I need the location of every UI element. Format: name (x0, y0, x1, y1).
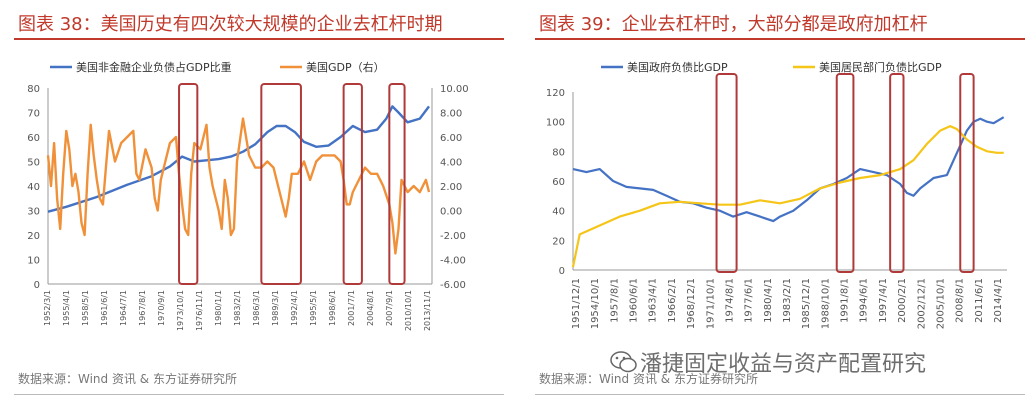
x-tick-label: 1958/5/1 (81, 290, 90, 326)
x-tick-label: 1967/8/1 (138, 290, 147, 326)
y-tick-label: 120 (546, 88, 565, 99)
x-tick-label: 1974/8/1 (724, 278, 735, 323)
x-tick-label: 1968/12/1 (686, 278, 697, 329)
x-tick-label: 1994/6/1 (859, 278, 870, 323)
right-y-tick-label: 0.00 (440, 207, 462, 218)
y-tick-label: 80 (552, 147, 565, 158)
x-tick-label: 2000/2/1 (897, 278, 908, 323)
series-line-household-debt (571, 125, 1004, 268)
left-y-tick-label: 30 (27, 207, 40, 218)
x-tick-label: 1961/6/1 (100, 290, 109, 326)
left-figure: 图表 38：美国历史有四次较大规模的企业去杠杆时期 0 10 20 30 40 50 60 7… (0, 0, 510, 409)
y-tick-label: 60 (552, 177, 565, 188)
left-y-tick-label: 70 (27, 109, 40, 120)
left-y-tick-label: 0 (34, 280, 40, 291)
x-tick-label: 1952/3/1 (43, 290, 52, 326)
highlight-box (342, 83, 363, 285)
right-source-note: 数据来源：Wind 资讯 & 东方证券研究所 (539, 372, 758, 386)
watermark-text: 潘捷固定收益与资产配置研究 (640, 352, 927, 377)
right-title-rule (535, 38, 1025, 40)
x-tick-label: 2007/9/1 (385, 290, 394, 326)
left-chart: 0 10 20 30 40 50 60 70 80 -6.00 -4.00 -2.00 0.00 2.00… (27, 60, 469, 331)
right-y-tick-label: -4.00 (440, 256, 466, 267)
x-tick-label: 2002/12/1 (916, 278, 927, 329)
left-title-rule (14, 38, 504, 40)
x-tick-label: 1957/8/1 (609, 278, 620, 323)
y-tick-label: 40 (552, 207, 565, 218)
series-line-gdp (46, 117, 431, 255)
left-figure-title: 图表 38：美国历史有四次较大规模的企业去杠杆时期 (18, 14, 443, 35)
x-tick-label: 1989/3/1 (271, 290, 280, 326)
x-tick-label: 1980/1/1 (214, 290, 223, 326)
y-tick-label: 100 (546, 118, 565, 129)
x-tick-label: 2010/10/1 (404, 290, 413, 331)
x-tick-label: 1997/4/1 (878, 278, 889, 323)
legend-label: 美国居民部门负债比GDP (819, 60, 942, 74)
x-tick-label: 2013/11/1 (423, 290, 432, 331)
x-tick-label: 1955/4/1 (62, 290, 71, 326)
highlight-box (178, 83, 199, 285)
y-tick-label: 0 (559, 266, 565, 277)
right-y-tick-label: -6.00 (440, 280, 466, 291)
right-figure: 图表 39：企业去杠杆时，大部分都是政府加杠杆 0 20 40 60 80 100 120 1… (521, 0, 1031, 409)
legend-label: 美国GDP（右） (306, 60, 385, 74)
x-tick-label: 1983/2/1 (782, 278, 793, 323)
x-tick-label: 1971/10/1 (705, 278, 716, 329)
highlight-box (260, 83, 302, 285)
right-bottom-rule (535, 394, 1025, 395)
left-y-tick-label: 80 (27, 84, 40, 95)
x-tick-label: 1977/6/1 (744, 278, 755, 323)
x-tick-label: 1995/5/1 (309, 290, 318, 326)
series-line-corporate-debt (47, 105, 430, 213)
legend-label: 美国非金融企业负债占GDP比重 (76, 60, 232, 74)
highlight-box (835, 73, 855, 273)
x-tick-label: 1960/6/1 (629, 278, 640, 323)
x-tick-label: 2004/8/1 (366, 290, 375, 326)
highlight-box (959, 73, 975, 273)
x-tick-label: 1998/6/1 (328, 290, 337, 326)
x-tick-label: 2001/7/1 (347, 290, 356, 326)
left-y-tick-label: 10 (27, 256, 40, 267)
highlight-box (715, 73, 738, 273)
x-tick-label: 1986/3/1 (252, 290, 261, 326)
highlight-box (388, 83, 406, 285)
x-tick-label: 2008/8/1 (955, 278, 966, 323)
x-tick-label: 1988/10/1 (820, 278, 831, 329)
x-tick-label: 1973/10/1 (176, 290, 185, 331)
x-tick-label: 1992/4/1 (290, 290, 299, 326)
right-chart: 0 20 40 60 80 100 120 1951/12/1 1954/10/1 1957/8/… (546, 60, 1007, 329)
right-y-tick-label: 4.00 (440, 158, 462, 169)
y-tick-label: 20 (552, 236, 565, 247)
x-tick-label: 1976/11/1 (195, 290, 204, 331)
left-bottom-rule (14, 394, 504, 395)
right-y-tick-label: 6.00 (440, 133, 462, 144)
legend-label: 美国政府负债比GDP (627, 60, 728, 74)
x-tick-label: 1966/2/1 (667, 278, 678, 323)
right-y-tick-label: 10.00 (440, 84, 469, 95)
x-tick-label: 2005/10/1 (935, 278, 946, 329)
left-y-tick-label: 20 (27, 231, 40, 242)
left-y-tick-label: 50 (27, 158, 40, 169)
left-y-tick-label: 60 (27, 133, 40, 144)
highlight-box (889, 73, 905, 273)
x-tick-label: 1991/8/1 (840, 278, 851, 323)
x-tick-label: 1954/10/1 (590, 278, 601, 329)
x-tick-label: 1951/12/1 (571, 278, 582, 329)
x-tick-label: 1970/9/1 (157, 290, 166, 326)
x-tick-label: 1980/4/1 (763, 278, 774, 323)
wechat-icon (610, 351, 637, 373)
x-tick-label: 1985/12/1 (801, 278, 812, 329)
x-tick-label: 2014/4/1 (993, 278, 1004, 323)
x-tick-label: 1963/4/1 (648, 278, 659, 323)
x-tick-label: 1983/2/1 (233, 290, 242, 326)
right-y-tick-label: 8.00 (440, 109, 462, 120)
left-source-note: 数据来源：Wind 资讯 & 东方证券研究所 (18, 372, 237, 386)
right-y-tick-label: 2.00 (440, 182, 462, 193)
right-y-tick-label: -2.00 (440, 231, 466, 242)
right-figure-title: 图表 39：企业去杠杆时，大部分都是政府加杠杆 (539, 14, 928, 35)
left-y-tick-label: 40 (27, 182, 40, 193)
x-tick-label: 1964/7/1 (119, 290, 128, 326)
x-tick-label: 2011/6/1 (974, 278, 985, 323)
